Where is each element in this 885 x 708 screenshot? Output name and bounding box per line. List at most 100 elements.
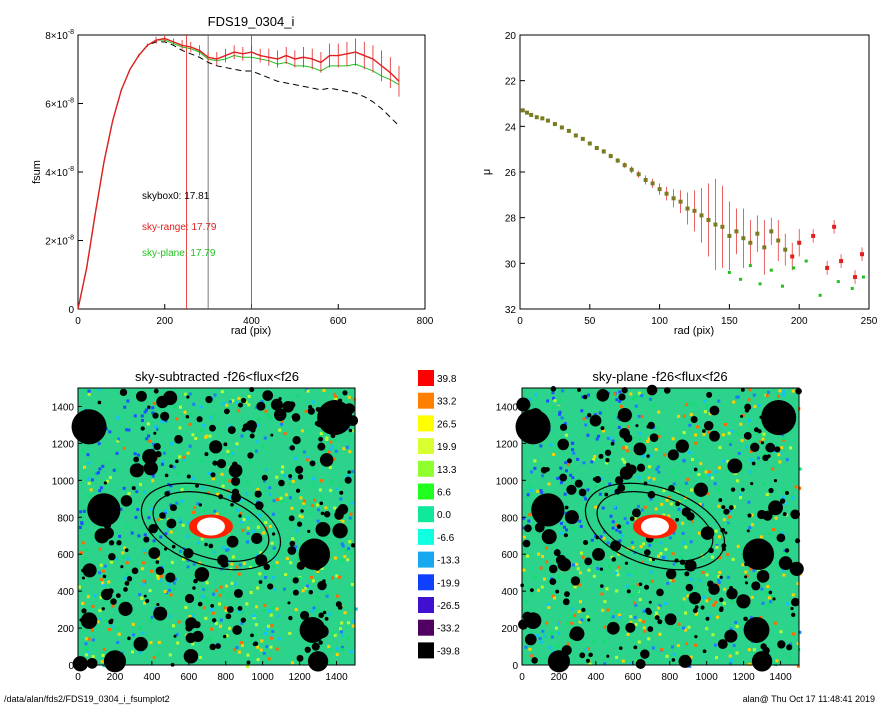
noise-pixel: [603, 625, 607, 629]
fsum-chart-title: FDS19_0304_i: [208, 14, 295, 29]
data-point: [615, 158, 620, 163]
noise-pixel: [601, 429, 605, 433]
noise-pixel: [159, 535, 163, 539]
noise-pixel: [311, 400, 315, 404]
mask-blob: [175, 459, 179, 464]
noise-pixel: [624, 445, 628, 449]
y-tick-label: 8×10-8: [45, 29, 74, 42]
noise-pixel: [310, 642, 314, 646]
noise-pixel: [251, 562, 255, 566]
mask-blob: [760, 441, 765, 445]
mask-blob: [292, 436, 301, 445]
colorbar-label: -39.8: [437, 646, 460, 657]
noise-pixel: [705, 573, 709, 577]
noise-pixel: [272, 564, 276, 568]
mask-blob: [743, 431, 752, 440]
noise-pixel: [152, 539, 156, 543]
noise-pixel: [86, 453, 90, 457]
noise-pixel: [105, 460, 109, 464]
noise-pixel: [268, 486, 272, 490]
noise-pixel: [221, 484, 225, 488]
noise-pixel: [221, 590, 225, 594]
noise-pixel: [586, 647, 590, 651]
noise-pixel: [352, 619, 356, 623]
noise-pixel: [622, 446, 626, 450]
noise-pixel: [603, 662, 607, 666]
noise-pixel: [557, 632, 561, 636]
noise-pixel: [594, 505, 598, 509]
y-tick-label: 0: [68, 661, 74, 672]
noise-pixel: [290, 661, 294, 665]
noise-pixel: [782, 437, 786, 441]
mask-blob: [288, 401, 296, 409]
noise-pixel: [736, 395, 740, 399]
noise-pixel: [773, 621, 777, 625]
noise-pixel: [769, 600, 773, 604]
noise-pixel: [536, 588, 540, 592]
noise-pixel: [640, 508, 644, 512]
noise-pixel: [626, 420, 630, 424]
noise-pixel: [219, 618, 223, 622]
noise-pixel: [750, 513, 754, 517]
noise-pixel: [620, 534, 624, 538]
noise-pixel: [87, 481, 91, 485]
mask-blob: [604, 449, 612, 456]
mask-blob: [606, 654, 610, 658]
mask-blob: [140, 426, 145, 431]
noise-pixel: [694, 643, 698, 647]
noise-pixel: [313, 498, 317, 502]
noise-pixel: [596, 566, 600, 570]
noise-pixel: [141, 582, 145, 586]
noise-pixel: [80, 521, 84, 525]
noise-pixel: [590, 538, 594, 542]
mask-blob: [665, 568, 677, 580]
mask-blob: [618, 646, 623, 650]
noise-pixel: [121, 555, 125, 559]
mask-blob: [753, 427, 759, 433]
noise-pixel: [609, 514, 613, 518]
mask-blob: [768, 500, 783, 516]
mask-blob: [287, 601, 291, 605]
mask-blob: [772, 597, 776, 601]
surface-brightness-chart: rad (pix) μ 0 50 100 150 200 2502022242628303…: [481, 31, 878, 337]
mask-blob: [183, 648, 199, 664]
noise-pixel: [546, 603, 550, 607]
noise-pixel: [708, 412, 712, 416]
noise-pixel: [618, 539, 622, 543]
noise-pixel: [264, 467, 268, 471]
noise-pixel: [116, 439, 120, 443]
mask-blob: [319, 453, 334, 467]
mask-blob: [143, 460, 158, 476]
data-point: [804, 259, 808, 263]
colorbar-label: -6.6: [437, 533, 455, 544]
noise-pixel: [697, 531, 701, 535]
mask-blob: [131, 567, 139, 575]
noise-pixel: [745, 411, 749, 415]
noise-pixel: [551, 391, 555, 395]
noise-pixel: [231, 452, 235, 456]
noise-pixel: [557, 412, 561, 416]
mask-blob: [718, 498, 723, 503]
mask-blob: [589, 414, 602, 427]
mask-blob: [740, 414, 744, 418]
noise-pixel: [736, 544, 740, 548]
noise-pixel: [96, 471, 100, 475]
colorbar-swatch: [418, 551, 434, 568]
noise-pixel: [338, 627, 342, 631]
data-point: [762, 245, 767, 250]
mask-blob: [779, 498, 786, 504]
noise-pixel: [312, 606, 316, 610]
noise-pixel: [638, 437, 642, 441]
noise-pixel: [208, 637, 212, 641]
noise-pixel: [204, 616, 208, 620]
noise-pixel: [528, 647, 532, 651]
x-tick-label: 50: [584, 316, 596, 327]
colorbar-swatch: [418, 597, 434, 613]
noise-pixel: [642, 626, 646, 630]
noise-pixel: [739, 422, 743, 426]
noise-pixel: [580, 618, 584, 622]
mask-blob: [721, 505, 726, 510]
noise-pixel: [798, 486, 802, 490]
y-tick-label: 4×10-8: [45, 166, 74, 179]
noise-pixel: [789, 642, 793, 646]
